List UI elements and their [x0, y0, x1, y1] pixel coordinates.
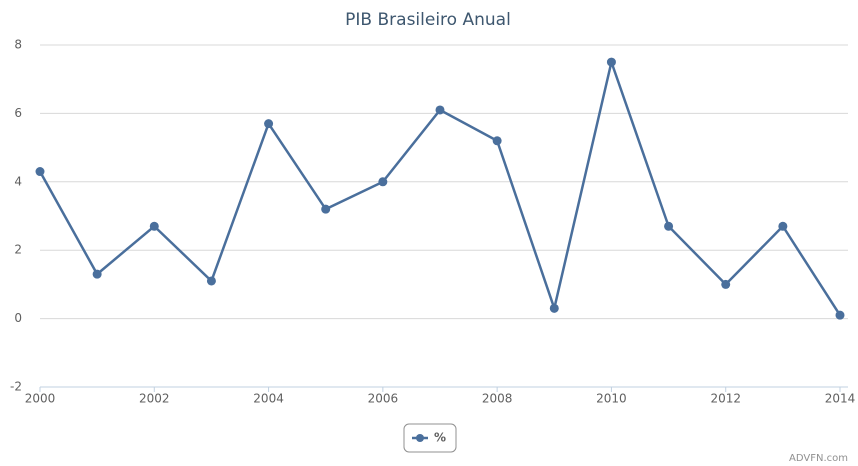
data-point	[721, 279, 731, 289]
legend-box	[403, 423, 457, 453]
data-point	[664, 221, 674, 231]
y-tick-label: 4	[14, 174, 22, 188]
chart-title: PIB Brasileiro Anual	[345, 10, 511, 30]
data-point	[606, 57, 616, 67]
data-point	[549, 303, 559, 313]
y-tick-label: 2	[14, 243, 22, 257]
credit: ADVFN.com	[789, 453, 848, 464]
y-tick-label: 6	[14, 106, 22, 120]
x-tick-label: 2010	[596, 392, 627, 406]
y-tick-label: 0	[14, 311, 22, 325]
data-point	[321, 204, 331, 214]
legend-marker	[416, 434, 424, 442]
data-point	[835, 310, 845, 320]
legend-label: %	[434, 431, 446, 445]
data-point	[435, 105, 445, 115]
data-point	[149, 221, 159, 231]
x-tick-label: 2008	[482, 392, 513, 406]
y-tick-label: 8	[14, 38, 22, 52]
data-point	[492, 136, 502, 146]
data-point	[206, 276, 216, 286]
x-tick-label: 2004	[253, 392, 284, 406]
data-point	[264, 119, 274, 129]
data-point	[92, 269, 102, 279]
y-tick-label: -2	[10, 380, 22, 394]
x-tick-label: 2006	[368, 392, 399, 406]
data-point	[35, 167, 45, 177]
data-point	[778, 221, 788, 231]
x-tick-label: 2014	[825, 392, 856, 406]
x-tick-label: 2000	[25, 392, 56, 406]
x-tick-label: 2002	[139, 392, 170, 406]
x-tick-label: 2012	[710, 392, 741, 406]
legend: %	[403, 423, 457, 453]
series-line	[38, 57, 842, 316]
data-point	[378, 177, 388, 187]
